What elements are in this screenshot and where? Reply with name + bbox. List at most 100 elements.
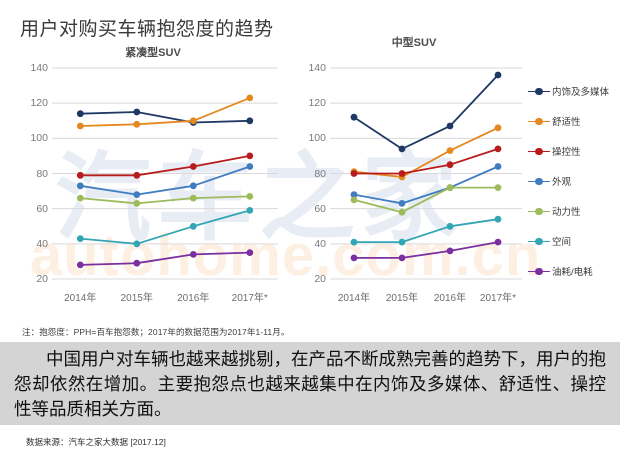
series-point [246, 163, 254, 170]
series-line [353, 74, 499, 150]
chart-svg-1 [330, 67, 522, 280]
legend-item-label: 舒适性 [552, 117, 581, 128]
chart-panel-compact-suv: 紧凑型SUV 20 40 60 80 100 120 140 2014年 2015年 2016年 2… [22, 44, 284, 309]
series-point [133, 191, 141, 199]
y-axis-tick-label: 40 [36, 237, 48, 250]
series-point [494, 145, 502, 153]
series-line [80, 165, 251, 196]
chart-panel-midsize-suv: 中型SUV 20 40 60 80 100 120 140 2014年 2015年 2016年 20… [300, 34, 528, 309]
series-point [246, 152, 254, 160]
legend-item[interactable]: 舒适性 [528, 106, 609, 136]
series-point [246, 249, 254, 256]
plot-area-0: 20 40 60 80 100 120 140 2014年 2015年 2016年 2017年* [22, 62, 284, 309]
summary-text: 中国用户对车辆也越来越挑剔，在产品不断成熟完善的趋势下，用户的抱怨却依然在增加。… [14, 349, 606, 419]
series-point [246, 94, 254, 102]
y-axis-tick-label: 20 [36, 273, 48, 285]
y-axis-tick-label: 80 [36, 167, 48, 180]
legend-marker-icon [528, 176, 550, 186]
legend-item[interactable]: 动力性 [528, 196, 609, 226]
series-point [133, 240, 141, 248]
series-point [446, 147, 454, 154]
series-point [494, 215, 502, 223]
series-point [189, 194, 197, 202]
series-point [350, 191, 358, 199]
series-point [446, 247, 454, 255]
x-axis-tick-label: 2015年 [120, 293, 153, 304]
x-axis-tick-label: 2017年* [479, 293, 517, 304]
series-point [398, 238, 406, 246]
series-point [494, 163, 502, 170]
legend-marker-icon [528, 206, 550, 216]
series-point [76, 110, 84, 118]
summary-band: 中国用户对车辆也越来越挑剔，在产品不断成熟完善的趋势下，用户的抱怨却依然在增加。… [0, 342, 620, 425]
series-point [133, 200, 141, 207]
legend-item-label: 油耗/电耗 [552, 267, 593, 278]
series-point [398, 208, 406, 216]
page-title: 用户对购买车辆抱怨度的趋势 [20, 19, 274, 40]
series-line [80, 97, 251, 127]
series-point [350, 254, 358, 262]
series-point [494, 71, 502, 79]
series-point [246, 193, 254, 200]
series-point [398, 200, 406, 207]
legend-item-label: 操控性 [552, 147, 581, 158]
series-point [76, 122, 84, 130]
chart-title-1: 中型SUV [391, 37, 437, 49]
y-axis-tick-label: 120 [30, 97, 48, 110]
series-point [446, 122, 454, 130]
legend-marker-icon [528, 86, 550, 96]
y-axis-tick-label: 80 [314, 167, 326, 180]
series-line [354, 218, 499, 244]
series-point [76, 194, 84, 202]
x-axis-tick-label: 2015年 [385, 293, 419, 304]
series-point [246, 117, 254, 125]
series-point [133, 259, 141, 267]
series-point [189, 163, 197, 170]
x-axis-tick-label: 2016年 [177, 293, 210, 304]
x-axis-tick-label: 2017年* [231, 293, 268, 304]
series-line [80, 155, 250, 177]
series-line [354, 241, 499, 259]
y-axis-tick-label: 140 [30, 62, 48, 74]
y-axis-tick-label: 100 [308, 132, 326, 145]
x-axis-tick-label: 2014年 [337, 293, 371, 304]
series-line [80, 209, 251, 245]
series-point [350, 196, 358, 204]
series-point [76, 261, 84, 269]
series-point [494, 124, 502, 132]
y-axis-tick-label: 140 [308, 62, 326, 74]
series-point [246, 207, 254, 214]
series-line [354, 148, 499, 175]
legend-marker-icon [528, 146, 550, 156]
legend-item[interactable]: 内饰及多媒体 [528, 76, 609, 106]
legend-item[interactable]: 操控性 [528, 136, 609, 166]
chart-title-0: 紧凑型SUV [125, 47, 181, 59]
series-point [398, 145, 406, 153]
x-axis-tick-label: 2016年 [433, 293, 467, 304]
chart-note: 注：抱怨度：PPH=百车抱怨数；2017年的数据范围为2017年1-11月。 [22, 327, 290, 337]
y-axis-tick-label: 20 [314, 273, 326, 285]
y-axis-tick-label: 100 [30, 132, 48, 145]
series-point [189, 251, 197, 258]
series-point [133, 120, 141, 128]
series-point [350, 170, 358, 177]
series-point [76, 171, 84, 179]
series-point [76, 235, 84, 243]
legend-item[interactable]: 空间 [528, 226, 609, 256]
series-point [133, 108, 141, 116]
legend-item[interactable]: 外观 [528, 166, 609, 196]
plot-area-1: 20 40 60 80 100 120 140 2014年 2015年 2016年 2017年* [300, 62, 528, 309]
legend-marker-icon [528, 236, 550, 246]
legend-item[interactable]: 油耗/电耗 [528, 256, 609, 286]
y-axis-tick-label: 120 [308, 97, 326, 110]
series-line [353, 165, 499, 205]
chart-svg-0 [52, 67, 278, 280]
series-point [189, 117, 197, 125]
series-point [494, 184, 502, 191]
series-point [189, 182, 197, 190]
series-line [80, 111, 250, 124]
series-line [80, 195, 250, 205]
series-point [398, 170, 406, 177]
series-point [494, 238, 502, 246]
